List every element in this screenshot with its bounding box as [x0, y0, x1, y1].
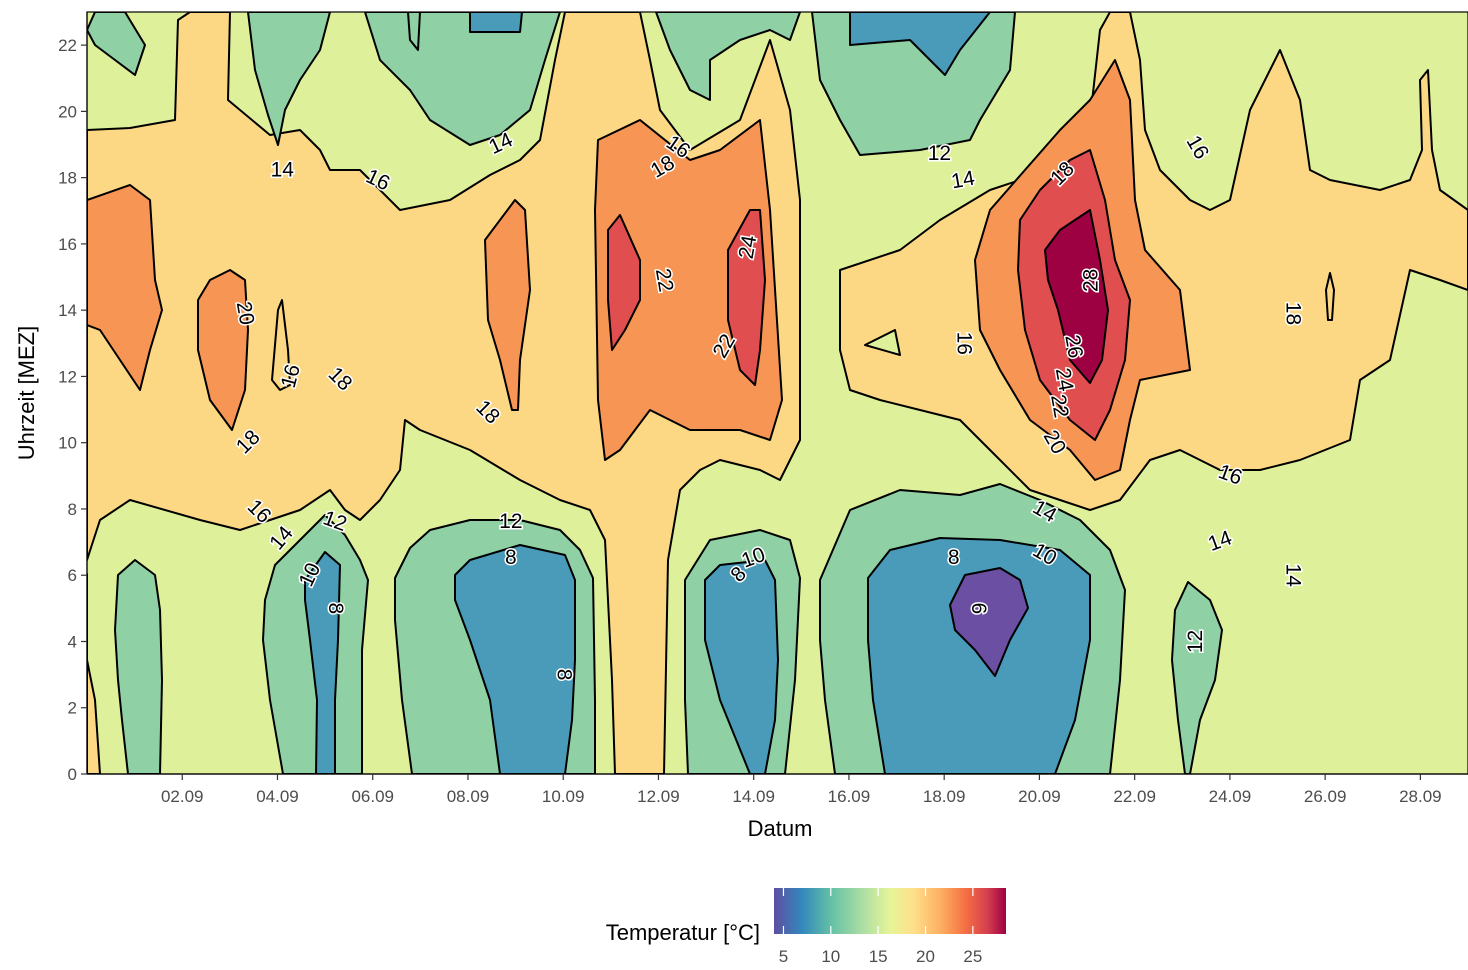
- contour-band-16-20: [1325, 272, 1335, 321]
- y-tick-label: 20: [58, 102, 77, 121]
- y-tick-label: 4: [68, 632, 77, 651]
- contour-band-6-10: [304, 551, 341, 774]
- contour-label: 12: [928, 142, 951, 165]
- contour-band-20-24: [197, 269, 249, 431]
- contour-label: 22: [1046, 393, 1073, 420]
- contour-band-20-24: [484, 199, 531, 411]
- legend-ticks: 5 10 15 20 25: [779, 888, 982, 966]
- x-tick-label: 24.09: [1209, 787, 1252, 806]
- contour-band-24-28: [607, 214, 641, 351]
- x-tick-label: 26.09: [1304, 787, 1347, 806]
- contour-field: [87, 12, 1468, 774]
- x-tick-label: 04.09: [256, 787, 299, 806]
- contour-label: 6: [967, 603, 990, 615]
- x-tick-label: 06.09: [351, 787, 394, 806]
- legend-tick-label: 10: [821, 947, 840, 966]
- contour-label: 28: [1079, 269, 1102, 292]
- y-tick-label: 10: [58, 434, 77, 453]
- y-tick-label: 14: [58, 301, 77, 320]
- contour-band-10-14: [114, 559, 163, 774]
- y-tick-label: 6: [68, 566, 77, 585]
- y-tick-label: 16: [58, 235, 77, 254]
- x-tick-label: 12.09: [637, 787, 680, 806]
- legend-tick-label: 5: [779, 947, 788, 966]
- contour-label: 16: [953, 332, 976, 355]
- legend-title: Temperatur [°C]: [606, 920, 760, 945]
- x-axis-ticks: 02.09 04.09 06.09 08.09 10.09 12.09 14.09 16.09…: [161, 774, 1442, 806]
- x-tick-label: 28.09: [1399, 787, 1442, 806]
- contour-band-16-20: [271, 299, 291, 391]
- contour-band-10-14: [247, 12, 331, 146]
- legend-colorbar: [774, 888, 1006, 934]
- contour-label: 8: [948, 546, 960, 569]
- legend-tick-label: 25: [963, 947, 982, 966]
- contour-label: 22: [651, 267, 678, 294]
- contour-label: 26: [1060, 333, 1087, 360]
- contour-label: 18: [1281, 302, 1304, 325]
- x-tick-label: 10.09: [542, 787, 585, 806]
- legend-tick-label: 15: [869, 947, 888, 966]
- contour-band-20-24: [594, 119, 783, 461]
- x-axis-title: Datum: [748, 816, 813, 841]
- x-tick-label: 16.09: [828, 787, 871, 806]
- contour-band-10-14: [655, 12, 801, 101]
- contour-band-20-24: [87, 184, 163, 391]
- contour-band-6-10: [469, 12, 523, 33]
- x-tick-label: 02.09: [161, 787, 204, 806]
- contour-label: 8: [553, 669, 576, 681]
- contour-label: 24: [1051, 366, 1078, 393]
- contour-band-4-6: [949, 567, 1029, 677]
- contour-band-6-10: [454, 544, 576, 774]
- y-tick-label: 22: [58, 36, 77, 55]
- contour-label: 8: [324, 603, 347, 615]
- contour-label: 14: [271, 159, 295, 182]
- x-tick-label: 14.09: [732, 787, 775, 806]
- contour-band-14-16: [864, 329, 901, 356]
- contour-band-6-10: [704, 559, 779, 774]
- legend-tick-label: 20: [916, 947, 935, 966]
- y-tick-label: 12: [58, 367, 77, 386]
- contour-band-6-10: [849, 12, 991, 76]
- x-tick-label: 18.09: [923, 787, 966, 806]
- x-tick-label: 08.09: [447, 787, 490, 806]
- contour-label: 12: [1184, 630, 1207, 653]
- contour-band-16-20: [87, 573, 101, 774]
- y-axis-title: Uhrzeit [MEZ]: [14, 326, 39, 460]
- contour-band-10-14: [87, 12, 146, 76]
- contour-label: 24: [735, 233, 762, 260]
- x-tick-label: 20.09: [1018, 787, 1061, 806]
- y-tick-label: 0: [68, 765, 77, 784]
- x-tick-label: 22.09: [1113, 787, 1156, 806]
- contour-label: 14: [1281, 564, 1304, 588]
- y-axis-ticks: 0 2 4 6 8 10 12 14 16 18 20 22: [58, 36, 87, 784]
- legend: Temperatur [°C] 5 10 15 20 25: [606, 888, 1006, 966]
- contour-label: 12: [499, 510, 522, 533]
- contour-band-24-28: [727, 209, 766, 386]
- y-tick-label: 2: [68, 699, 77, 718]
- contour-label: 14: [950, 167, 977, 194]
- contour-band-10-14: [811, 12, 1016, 156]
- contour-band-28-30: [1044, 209, 1109, 384]
- contour-band-10-14: [407, 12, 421, 51]
- y-tick-label: 8: [68, 500, 77, 519]
- contour-label: 8: [505, 546, 517, 569]
- y-tick-label: 18: [58, 169, 77, 188]
- contour-label: 20: [232, 300, 259, 327]
- contour-band-10-14: [1171, 581, 1223, 774]
